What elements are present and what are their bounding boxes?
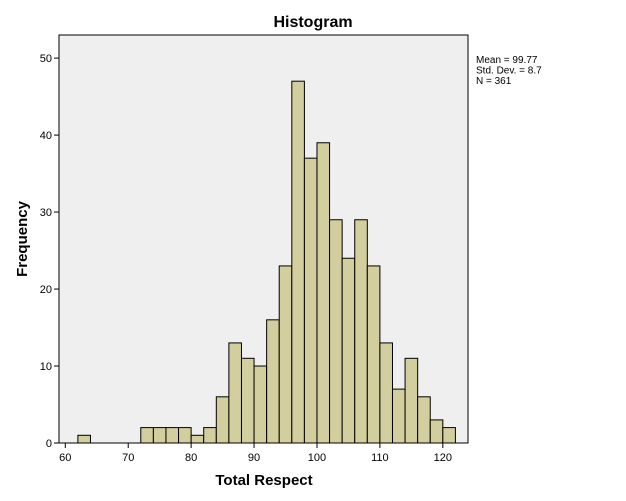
x-tick-label: 90 (248, 452, 260, 464)
histogram-bar (240, 357, 255, 444)
histogram-bar (165, 427, 180, 444)
histogram-bar (341, 257, 356, 444)
stat-line: Mean = 99.77 (476, 55, 538, 66)
x-axis: 60 70 80 90 100 110 120 (59, 443, 452, 464)
histogram-bar (190, 434, 205, 444)
stat-line: Std. Dev. = 8.7 (476, 66, 542, 77)
histogram-bar (278, 265, 293, 444)
histogram-bar (442, 427, 456, 444)
histogram-bar (215, 396, 230, 444)
stat-line: N = 361 (476, 76, 512, 87)
y-axis-label: Frequency (14, 200, 31, 277)
y-tick-label: 30 (40, 207, 52, 219)
y-tick-label: 0 (46, 438, 52, 450)
histogram-bar (303, 157, 318, 444)
x-tick-label: 100 (308, 452, 326, 464)
histogram-bar (291, 80, 305, 444)
chart-title: Histogram (273, 14, 352, 31)
histogram-bar (391, 388, 406, 444)
x-tick-label: 70 (122, 452, 134, 464)
histogram-bar (379, 342, 393, 444)
histogram-bar (417, 396, 431, 444)
histogram-bar (266, 319, 280, 444)
bars-group (77, 80, 456, 444)
histogram-bar (178, 427, 192, 444)
x-tick-label: 80 (185, 452, 197, 464)
y-tick-label: 10 (40, 361, 52, 373)
histogram-bar (329, 219, 343, 444)
y-tick-label: 50 (40, 53, 52, 65)
histogram-bar (366, 265, 381, 444)
x-tick-label: 120 (434, 452, 452, 464)
histogram-bar (77, 434, 91, 444)
histogram-bar (228, 342, 242, 444)
histogram-bar (152, 427, 167, 444)
x-tick-label: 60 (59, 452, 71, 464)
y-tick-label: 40 (40, 130, 52, 142)
y-tick-label: 20 (40, 284, 52, 296)
y-axis: 0 10 20 30 40 50 (40, 53, 59, 450)
x-axis-label: Total Respect (215, 472, 312, 489)
histogram-bar (253, 365, 268, 444)
x-tick-label: 110 (371, 452, 389, 464)
histogram-bar (316, 142, 331, 444)
histogram-bar (203, 427, 217, 444)
histogram-bar (354, 219, 368, 444)
histogram-bar (429, 419, 444, 444)
histogram-bar (140, 427, 154, 444)
histogram-bar (404, 357, 419, 444)
